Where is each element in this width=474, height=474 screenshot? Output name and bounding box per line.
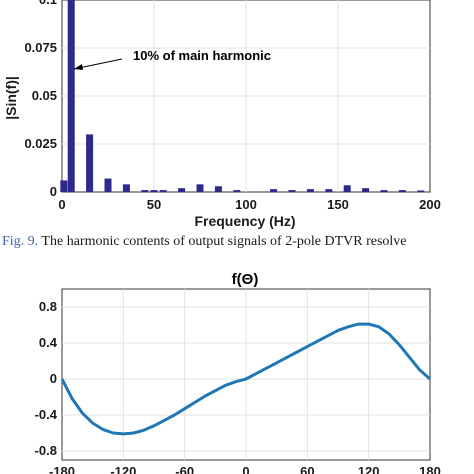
harmonic-bar (122, 184, 130, 192)
annotation-text: 10% of main harmonic (133, 48, 271, 63)
bar-x-ticks: 0 50 100 150 200 (58, 197, 440, 212)
line-y-tick-label: -0.4 (35, 407, 58, 422)
bar-x-tick-label: 0 (58, 197, 65, 212)
harmonic-bar (306, 189, 314, 192)
line-y-tick-label: 0.8 (39, 299, 57, 314)
harmonic-bar (233, 190, 241, 192)
bar-annotation: 10% of main harmonic (73, 48, 271, 70)
harmonic-bar (104, 178, 112, 192)
bar-y-tick-label: 0.1 (39, 0, 57, 7)
bar-y-ticks: 0 0.025 0.05 0.075 0.1 (24, 0, 57, 199)
line-x-tick-label: -120 (110, 464, 136, 474)
line-x-tick-label: -60 (175, 464, 194, 474)
harmonic-bar (60, 180, 68, 192)
bar-y-axis-label: |Sin(f)| (3, 76, 19, 120)
bar-y-tick-label: 0 (50, 184, 57, 199)
caption-text: The harmonic contents of output signals … (38, 234, 406, 249)
harmonic-bar (178, 188, 186, 192)
harmonic-bar (380, 190, 388, 192)
line-x-tick-label: 120 (358, 464, 380, 474)
caption-label: Fig. 9. (2, 234, 38, 249)
harmonic-bar (270, 189, 278, 192)
harmonic-bar (214, 186, 222, 192)
harmonic-bar (141, 190, 149, 192)
line-x-tick-label: 180 (419, 464, 441, 474)
line-x-tick-label: 60 (300, 464, 314, 474)
line-x-tick-label: 0 (242, 464, 249, 474)
bar-x-tick-label: 200 (419, 197, 441, 212)
annotation-arrow-head (74, 64, 83, 70)
bar-x-tick-label: 50 (147, 197, 161, 212)
line-y-tick-label: -0.8 (35, 443, 57, 458)
harmonic-bar (343, 185, 351, 192)
bar-y-tick-label: 0.075 (24, 40, 57, 55)
f-theta-series-line (60, 322, 431, 436)
bar-x-tick-label: 150 (327, 197, 349, 212)
line-chart-title: f(Θ) (232, 271, 259, 288)
line-y-tick-label: 0.4 (39, 335, 58, 350)
harmonic-bar (150, 190, 158, 192)
line-x-tick-label: -180 (49, 464, 75, 474)
harmonic-bar (417, 190, 425, 192)
harmonic-bar (196, 184, 204, 192)
bar-grid (62, 0, 430, 192)
line-y-ticks: -0.8 -0.4 0 0.4 0.8 (35, 299, 58, 458)
harmonic-bar (362, 188, 370, 192)
harmonic-bar (325, 189, 333, 192)
line-x-ticks: -180 -120 -60 0 60 120 180 (49, 464, 441, 474)
harmonic-bar-chart: 0 0.025 0.05 0.075 0.1 0 50 100 150 200 |Sin(f)|… (3, 0, 441, 229)
bar-x-axis-label: Frequency (Hz) (194, 213, 295, 229)
bar-marks (60, 0, 425, 192)
bar-x-tick-label: 100 (235, 197, 257, 212)
f-theta-line-chart: f(Θ) -0.8 -0.4 0 0.4 0.8 -180 -120 -60 0 60 120 18… (35, 271, 441, 474)
bar-y-tick-label: 0.05 (32, 88, 57, 103)
bar-y-tick-label: 0.025 (24, 136, 57, 151)
figure-caption: Fig. 9. The harmonic contents of output … (2, 234, 407, 249)
line-grid (62, 289, 430, 460)
harmonic-bar (398, 190, 406, 192)
harmonic-bar (86, 134, 94, 192)
harmonic-bar (159, 190, 167, 192)
harmonic-bar (288, 190, 296, 192)
line-y-tick-label: 0 (50, 371, 57, 386)
harmonic-bar (67, 0, 75, 192)
